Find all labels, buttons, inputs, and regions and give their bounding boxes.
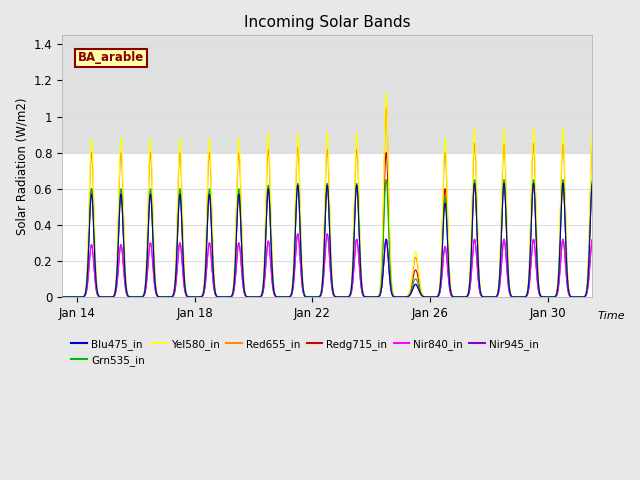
Y-axis label: Solar Radiation (W/m2): Solar Radiation (W/m2): [15, 97, 28, 235]
Text: Time: Time: [598, 312, 625, 321]
Legend: Blu475_in, Grn535_in, Yel580_in, Red655_in, Redg715_in, Nir840_in, Nir945_in: Blu475_in, Grn535_in, Yel580_in, Red655_…: [67, 335, 543, 370]
Title: Incoming Solar Bands: Incoming Solar Bands: [244, 15, 410, 30]
Text: BA_arable: BA_arable: [78, 51, 144, 64]
Bar: [62, 36, 593, 153]
